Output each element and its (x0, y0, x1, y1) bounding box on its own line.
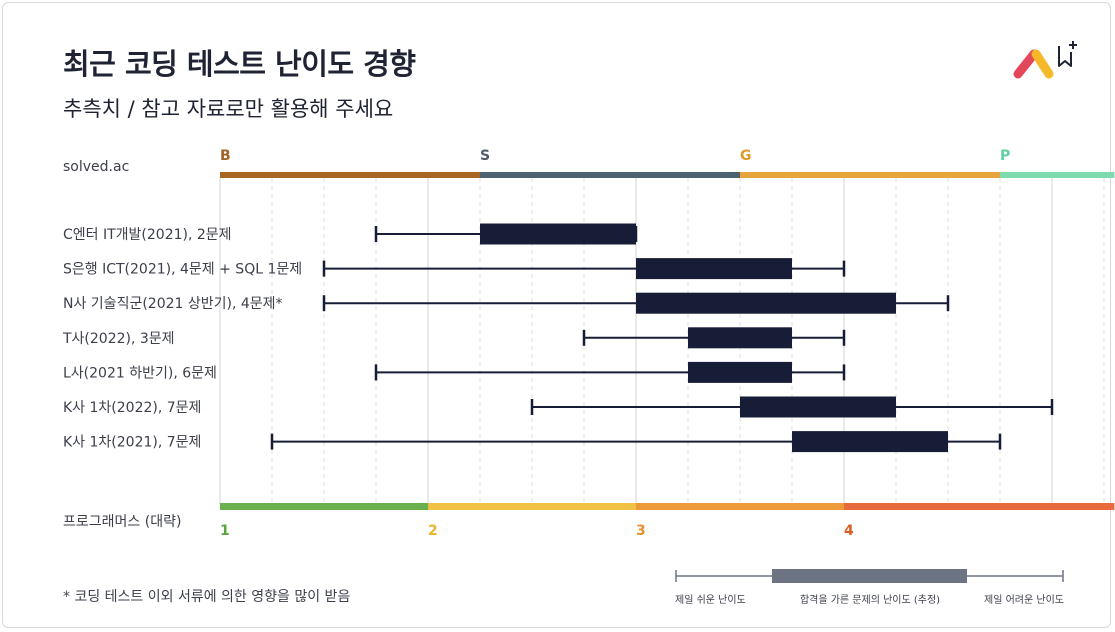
iqr-box (636, 292, 896, 314)
footnote: * 코딩 테스트 이외 서류에 의한 영향을 많이 받음 (63, 589, 351, 605)
iqr-box (636, 258, 792, 280)
tier-segment-p (1000, 172, 1115, 178)
tier-label-b: B (220, 148, 231, 164)
chart-subtitle: 추측치 / 참고 자료로만 활용해 주세요 (63, 97, 394, 121)
tier-segment-g (740, 172, 1000, 178)
level-segment-3 (636, 503, 844, 510)
iqr-box (688, 361, 792, 383)
tier-segment-b (220, 172, 480, 178)
series-row: K사 1차(2022), 7문제 (63, 396, 1054, 418)
series-row: S은행 ICT(2021), 4문제 + SQL 1문제 (63, 258, 846, 280)
level-label-2: 2 (428, 523, 438, 539)
iqr-box (480, 223, 636, 245)
level-label-1: 1 (220, 523, 230, 539)
legend: 제일 쉬운 난이도 합격을 가른 문제의 난이도 (추정) 제일 어려운 난이도 (675, 569, 1064, 606)
chart-title: 최근 코딩 테스트 난이도 경향 (63, 47, 416, 81)
tier-label-p: P (1000, 148, 1010, 164)
iqr-box (688, 327, 792, 349)
legend-box (772, 569, 967, 583)
series-label: N사 기술직군(2021 상반기), 4문제* (63, 296, 283, 312)
level-segment-4 (844, 503, 1115, 510)
series-label: T사(2022), 3문제 (62, 331, 175, 347)
level-segment-2 (428, 503, 636, 510)
tier-segment-s (480, 172, 740, 178)
level-label-4: 4 (844, 523, 854, 539)
series-row: K사 1차(2021), 7문제 (63, 431, 1002, 453)
grid-lines (219, 178, 1105, 505)
series-rows: C엔터 IT개발(2021), 2문제 S은행 ICT(2021), 4문제 + … (62, 223, 1054, 453)
series-label: C엔터 IT개발(2021), 2문제 (63, 227, 232, 243)
tier-label-g: G (740, 148, 752, 164)
iqr-box (792, 431, 948, 453)
programmers-axis-label: 프로그래머스 (대략) (63, 514, 181, 530)
legend-min-label: 제일 쉬운 난이도 (675, 594, 746, 606)
series-row: C엔터 IT개발(2021), 2문제 (63, 223, 638, 245)
brand-logo-icon (1013, 41, 1077, 79)
series-label: L사(2021 하반기), 6문제 (63, 365, 217, 381)
level-segment-1 (220, 503, 428, 510)
series-label: K사 1차(2021), 7문제 (63, 435, 201, 451)
iqr-box (740, 396, 896, 418)
logo-bookmark (1058, 46, 1072, 67)
logo-red-stroke (1013, 49, 1039, 79)
series-row: L사(2021 하반기), 6문제 (63, 361, 846, 383)
level-label-3: 3 (636, 523, 646, 539)
programmers-level-bar: 1 2 3 4 (220, 503, 1115, 539)
tier-label-s: S (480, 148, 490, 164)
legend-max-label: 제일 어려운 난이도 (984, 594, 1064, 606)
series-row: N사 기술직군(2021 상반기), 4문제* (63, 292, 950, 314)
series-label: K사 1차(2022), 7문제 (63, 400, 201, 416)
series-row: T사(2022), 3문제 (62, 327, 846, 349)
series-label: S은행 ICT(2021), 4문제 + SQL 1문제 (63, 262, 302, 278)
solved-ac-axis-label: solved.ac (63, 159, 129, 175)
legend-box-label: 합격을 가른 문제의 난이도 (추정) (800, 593, 940, 606)
logo-yellow-stroke (1031, 49, 1054, 79)
